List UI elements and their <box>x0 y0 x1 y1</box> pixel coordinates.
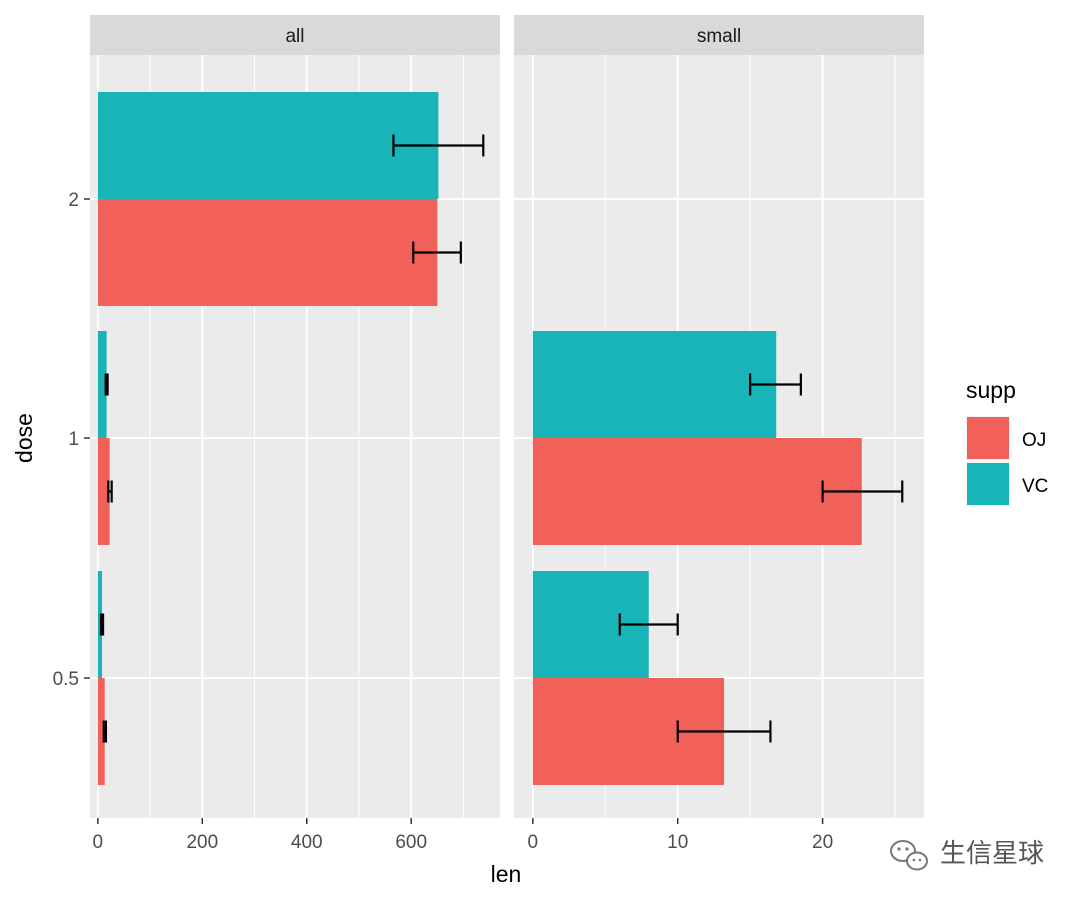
bar-vc-dose-2 <box>97 92 439 199</box>
facet-strip <box>514 15 924 55</box>
y-tick-label: 1 <box>68 429 79 450</box>
error-bar-vc-dose-0.5 <box>618 613 679 636</box>
legend-key-oj <box>967 417 1009 459</box>
error-bar-vc-dose-1 <box>749 373 802 396</box>
panel-small: small 0 10 20 <box>514 15 924 853</box>
y-axis: 0.5 1 2 <box>53 190 90 690</box>
facet-label: all <box>285 26 304 47</box>
bar-vc-dose-1 <box>97 331 107 438</box>
panel-all: all 0 200 400 600 <box>90 15 500 853</box>
legend-keys: OJ VC <box>966 416 1048 506</box>
x-tick-label: 20 <box>812 832 833 853</box>
bar-oj-dose-1 <box>532 438 862 545</box>
error-bar-oj-dose-1 <box>107 480 113 503</box>
watermark: 生信星球 <box>890 839 1044 871</box>
error-bar-oj-dose-1 <box>821 480 904 503</box>
x-tick-label: 10 <box>667 832 688 853</box>
error-bar-vc-dose-2 <box>392 134 485 157</box>
bar-oj-dose-0.5 <box>97 678 105 785</box>
legend-title: supp <box>966 377 1016 403</box>
watermark-text: 生信星球 <box>940 839 1044 869</box>
panels-layer: all 0 200 400 600 small 0 10 20 <box>90 15 924 853</box>
y-tick-label: 2 <box>68 190 79 211</box>
legend-key-vc <box>967 463 1009 505</box>
error-bar-oj-dose-0.5 <box>676 720 772 743</box>
error-bar-oj-dose-0.5 <box>102 720 108 743</box>
facet-label: small <box>697 26 741 47</box>
x-axis-title: len <box>491 861 522 887</box>
error-bar-vc-dose-1 <box>104 373 109 396</box>
x-tick-label: 200 <box>186 832 218 853</box>
x-tick-label: 400 <box>291 832 323 853</box>
legend-label-oj: OJ <box>1022 430 1046 451</box>
legend: supp OJ VC <box>966 377 1048 506</box>
wechat-icon <box>890 840 928 871</box>
facet-strip <box>90 15 500 55</box>
legend-label-vc: VC <box>1022 476 1048 497</box>
bar-oj-dose-2 <box>97 199 438 306</box>
y-tick-label: 0.5 <box>53 669 79 690</box>
y-axis-title: dose <box>11 413 37 463</box>
bar-vc-dose-1 <box>532 331 777 438</box>
x-tick-label: 600 <box>395 832 427 853</box>
bar-oj-dose-1 <box>97 438 110 545</box>
x-tick-label: 0 <box>528 832 539 853</box>
error-bar-vc-dose-0.5 <box>99 613 105 636</box>
x-tick-label: 0 <box>93 832 104 853</box>
error-bar-oj-dose-2 <box>412 241 462 264</box>
